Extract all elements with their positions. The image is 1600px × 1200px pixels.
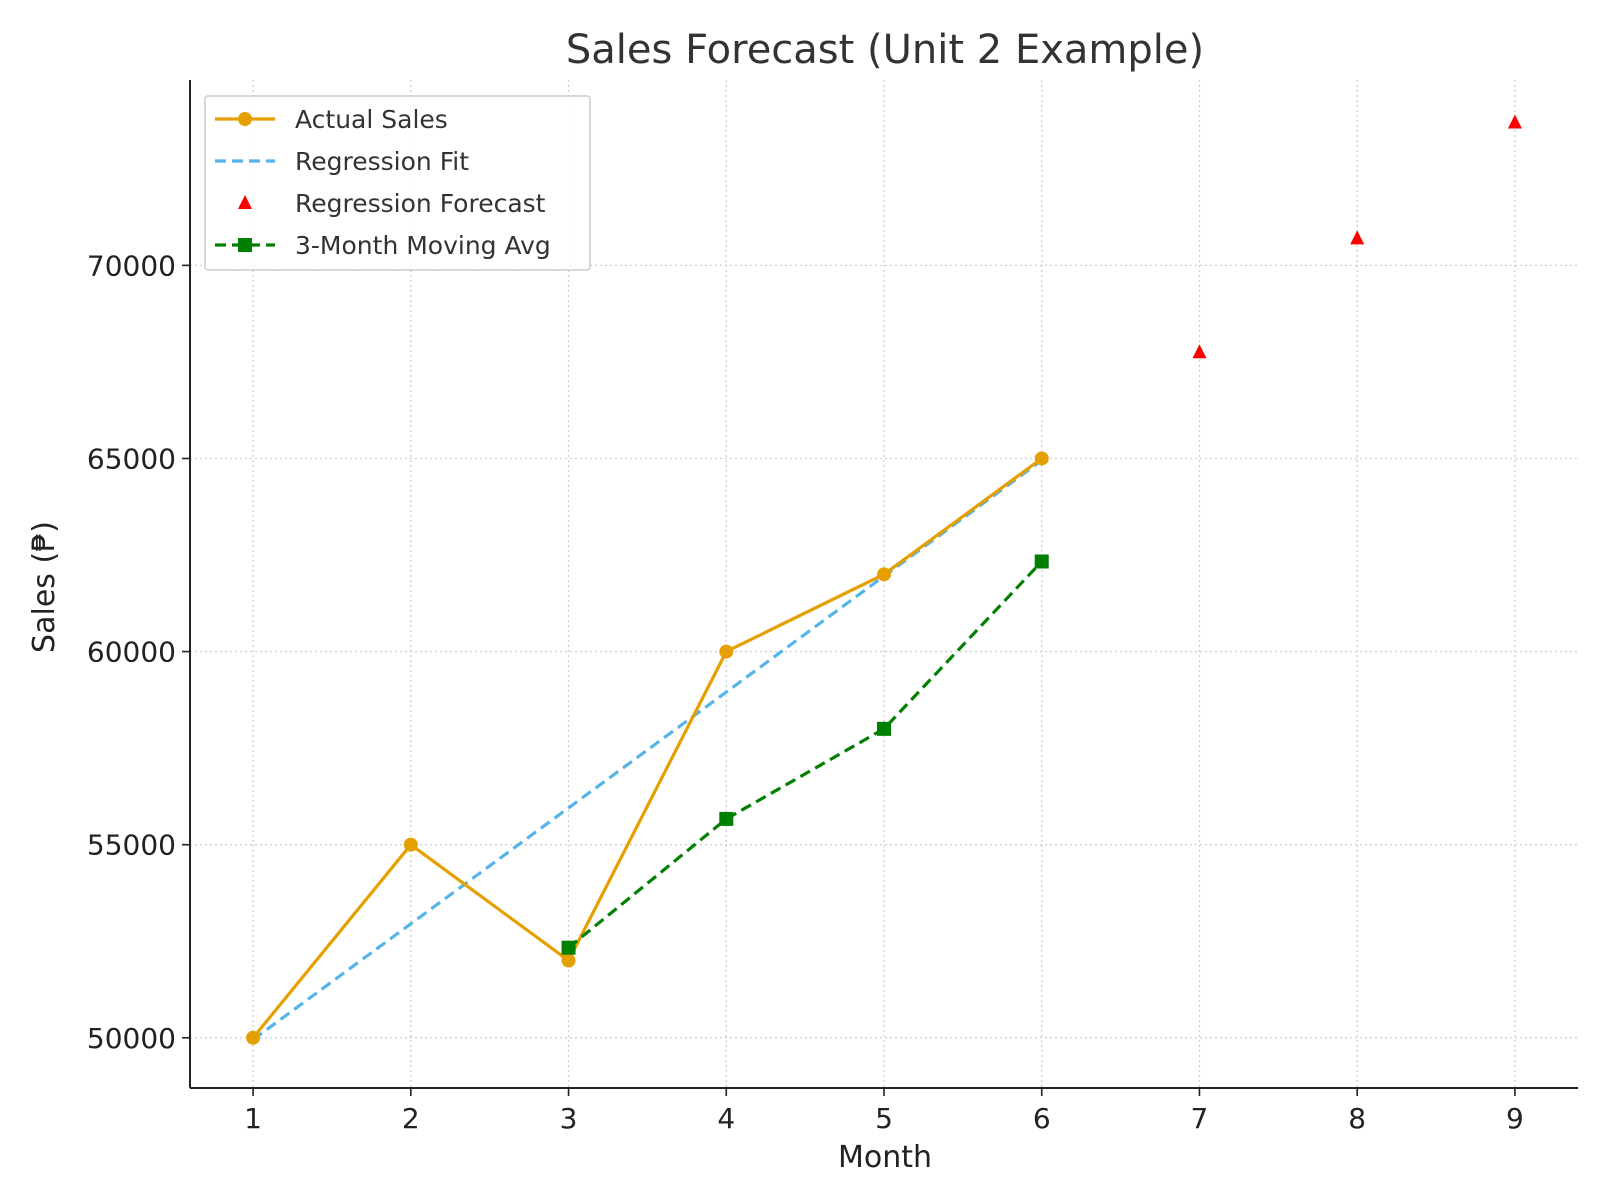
legend-marker <box>238 195 252 209</box>
legend-label: Regression Fit <box>295 147 469 176</box>
y-tick-label: 70000 <box>87 249 176 282</box>
data-series <box>246 114 1522 1045</box>
legend-label: 3-Month Moving Avg <box>295 231 551 260</box>
moving-avg-point <box>719 811 734 826</box>
legend-label: Regression Forecast <box>295 189 546 218</box>
legend: Actual Sales Regression Fit Regression For… <box>204 95 591 271</box>
x-tick-label: 3 <box>560 1102 578 1135</box>
moving-avg-point <box>877 721 891 736</box>
y-axis-label: Sales (₱) <box>27 521 62 653</box>
actual-sales-point <box>877 567 891 582</box>
x-tick-label: 1 <box>244 1102 262 1135</box>
series-regression-forecast <box>1192 114 1522 359</box>
x-tick-label: 2 <box>402 1102 420 1135</box>
legend-marker <box>238 112 252 126</box>
moving-avg-point <box>561 940 576 955</box>
x-tick-label: 7 <box>1191 1102 1209 1135</box>
series-actual-sales <box>246 451 1049 1045</box>
axes: 1 2 3 4 5 6 7 8 9 50000 55000 60000 65000 70000 <box>87 80 1578 1135</box>
legend-item: 3-Month Moving Avg <box>215 231 551 260</box>
legend-item: Regression Forecast <box>238 189 546 218</box>
legend-label: Actual Sales <box>295 105 448 134</box>
x-tick-label: 9 <box>1506 1102 1524 1135</box>
x-tick-label: 8 <box>1348 1102 1366 1135</box>
series-3-month-moving-avg <box>561 554 1049 955</box>
legend-marker <box>238 238 252 252</box>
regression-forecast-point <box>1507 114 1522 129</box>
y-tick-label: 55000 <box>87 829 176 862</box>
actual-sales-point <box>403 837 418 852</box>
y-tick-label: 60000 <box>87 636 176 669</box>
moving-avg-line <box>567 560 1043 949</box>
moving-avg-point <box>1034 554 1049 569</box>
y-tick-label: 50000 <box>87 1022 176 1055</box>
x-tick-label: 5 <box>875 1102 893 1135</box>
y-tick-label: 65000 <box>87 442 176 475</box>
legend-box <box>204 95 591 271</box>
actual-sales-point <box>561 953 576 968</box>
series-regression-fit <box>252 459 1043 1041</box>
regression-forecast-point <box>1192 344 1207 359</box>
x-tick-label: 6 <box>1033 1102 1051 1135</box>
legend-item: Actual Sales <box>215 105 448 134</box>
actual-sales-point <box>246 1030 261 1045</box>
actual-sales-point <box>719 644 734 659</box>
chart-title: Sales Forecast (Unit 2 Example) <box>566 27 1204 73</box>
regression-fit-line <box>252 459 1043 1041</box>
actual-sales-point <box>1034 451 1049 466</box>
x-axis-label: Month <box>838 1140 932 1175</box>
legend-item: Regression Fit <box>215 147 469 176</box>
regression-forecast-point <box>1350 230 1365 245</box>
actual-sales-line <box>251 457 1043 1039</box>
x-tick-label: 4 <box>717 1102 735 1135</box>
